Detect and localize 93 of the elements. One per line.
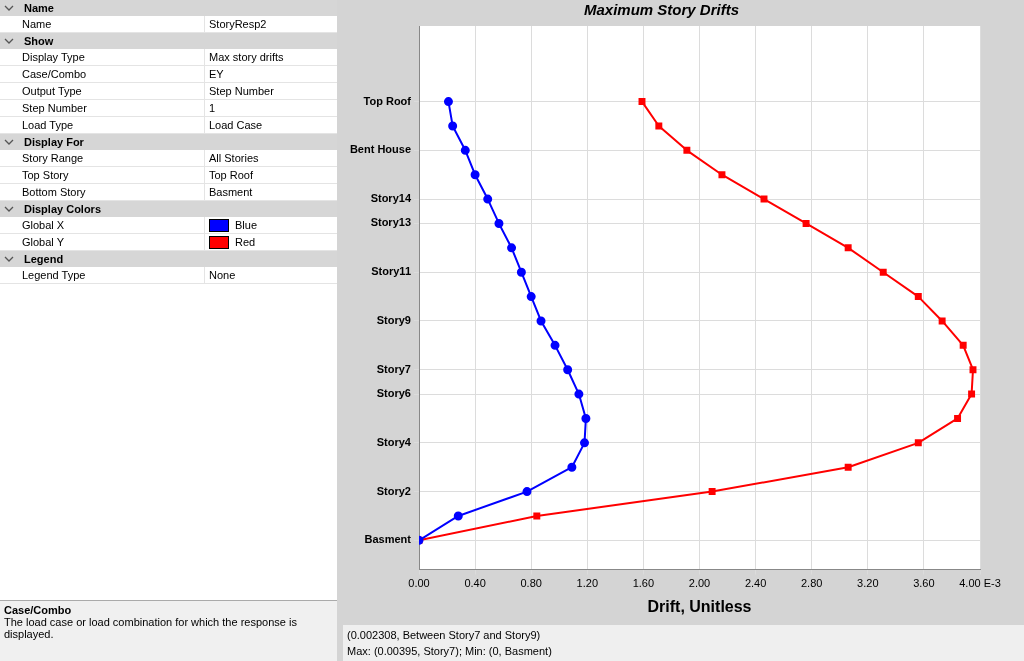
text: Max: (0.00395, Story7); Min: (0, Basment) [347,644,553,659]
category-label: Display Colors [24,202,102,217]
y-tick-label: Story2 [376,484,411,497]
point [844,244,852,252]
y-tick-label: Basment [364,533,412,546]
y-tick-label: Story14 [370,192,412,205]
category-label: Name [24,1,54,16]
category-label: Display For [24,135,84,150]
y-tick-label: Story4 [376,435,412,448]
y-tick-label: Story13 [370,216,411,229]
point [580,438,589,448]
text: (0.002308, Between Story7 and Story9) [347,628,542,643]
point [844,463,852,471]
point [968,390,976,398]
category-label: Global X [0,217,205,233]
x-tick-label: 1.20 [576,577,599,590]
point [718,171,726,179]
point [567,462,577,472]
text: Top Roof [209,169,254,181]
text: Step Number [209,85,274,97]
text: Case/Combo [4,604,73,616]
point [914,293,922,301]
point [708,488,716,496]
x-tick-label: 0.40 [464,577,486,590]
text: Basment [209,186,253,198]
text: None [209,269,236,281]
point [938,317,946,325]
category-label: Load Type [0,117,205,133]
point [526,292,536,302]
text: The load case or load combination for which the response is displayed. [4,616,298,640]
x-tick-label: 4.00 E-3 [959,577,1001,590]
point [522,487,532,497]
point [969,366,977,374]
text: Load Case [209,119,263,131]
point [507,243,517,253]
text: 1 [209,102,216,114]
text: Max story drifts [209,51,284,63]
category-label: Name [0,16,205,32]
point [914,439,922,447]
text: EY [209,68,224,80]
x-axis-title: Drift, Unitless [647,597,752,615]
text: All Stories [209,152,259,164]
point [443,97,453,107]
y-tick-label: Bent House [349,143,411,156]
category-label: Global Y [0,234,205,250]
y-tick-label: Top Roof [363,94,412,107]
y-tick-label: Story9 [376,313,411,326]
point [533,512,541,520]
category-label: Top Story [0,167,205,183]
category-label: Legend Type [0,267,205,283]
point [574,389,584,399]
x-tick-label: 0.80 [520,577,542,590]
category-label: Step Number [0,100,205,116]
category-label: Output Type [0,83,205,99]
x-tick-label: 2.40 [744,577,767,590]
category-label: Show [24,34,54,49]
y-tick-label: Story7 [376,362,411,375]
point [954,414,962,422]
y-tick-label: Story11 [371,265,411,278]
y-tick-label: Story6 [376,387,411,400]
category-label: Bottom Story [0,184,205,200]
point [550,340,560,350]
point [638,98,646,106]
x-tick-label: 0.00 [408,577,430,590]
text: Red [235,236,256,248]
text: StoryResp2 [209,18,267,30]
chart-title: Maximum Story Drifts [583,1,740,19]
point [536,316,546,326]
x-tick-label: 1.60 [632,577,655,590]
x-tick-label: 3.60 [913,577,935,590]
x-tick-label: 2.00 [688,577,711,590]
point [760,195,768,203]
point [483,194,493,204]
x-tick-label: 3.20 [857,577,879,590]
point [453,511,463,521]
category-label: Case/Combo [0,66,205,82]
point [563,365,573,375]
point [802,219,810,227]
point [683,146,691,154]
point [494,218,504,228]
point [655,122,663,130]
point [448,121,458,131]
point [581,413,591,423]
point [879,268,887,276]
category-label: Display Type [0,49,205,65]
point [959,341,967,349]
point [516,267,526,277]
point [460,145,470,155]
text: Blue [235,219,258,231]
x-tick-label: 2.80 [800,577,823,590]
category-label: Story Range [0,150,205,166]
category-label: Legend [24,252,64,267]
point [470,170,480,180]
